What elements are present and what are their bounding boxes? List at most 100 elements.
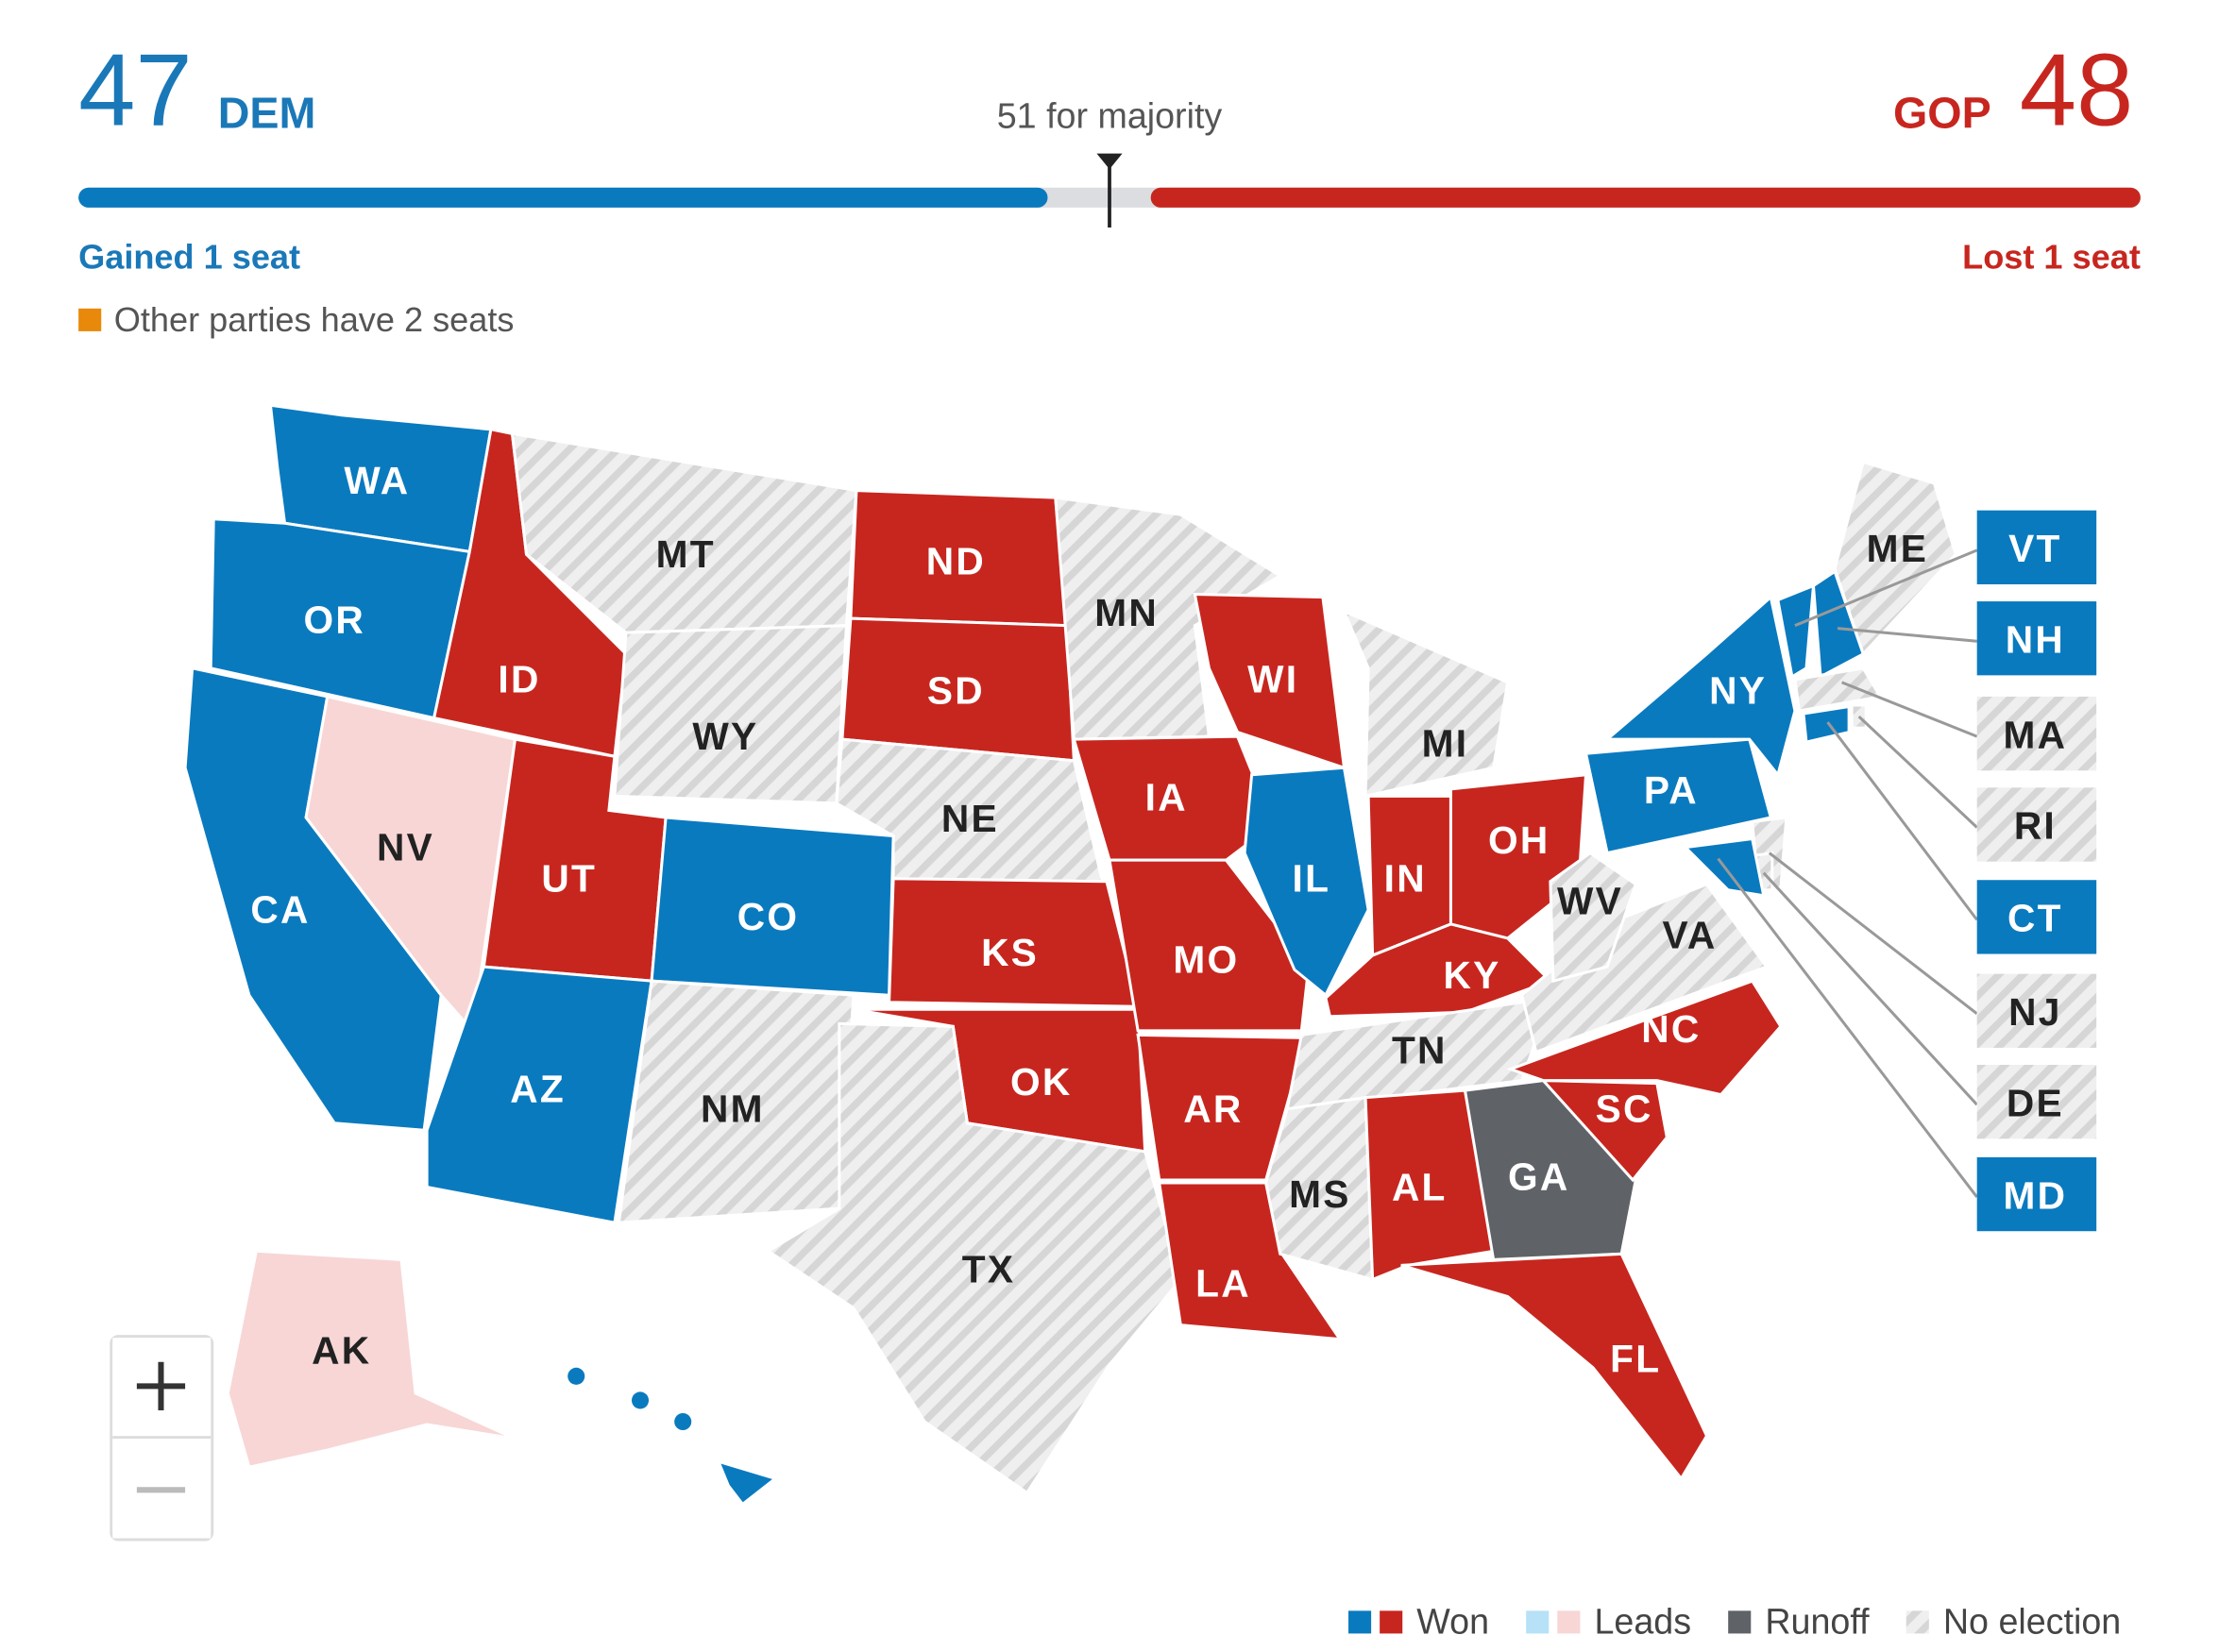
state-label: NE (941, 797, 999, 840)
state-label: PA (1644, 768, 1699, 812)
state-label: NV (377, 825, 434, 868)
zoom-out-button[interactable] (112, 1439, 212, 1539)
state-shape (1603, 594, 1797, 779)
state-label: TN (1392, 1029, 1448, 1072)
state-label: CO (737, 895, 800, 938)
leader-line (1768, 851, 1978, 1015)
legend-swatch (1557, 1610, 1581, 1634)
state-label: NJ (2008, 990, 2062, 1034)
state-shape (716, 1458, 779, 1507)
state-label: LA (1195, 1262, 1251, 1306)
zoom-controls (110, 1335, 214, 1542)
state-shape (1776, 583, 1816, 680)
state-label: IA (1145, 776, 1188, 819)
state-shape (1811, 569, 1866, 680)
state-label: MO (1173, 937, 1239, 981)
state-shape (1584, 737, 1773, 855)
state-label: MA (2004, 713, 2068, 756)
legend-swatch (1906, 1610, 1929, 1634)
state-label: MT (656, 532, 716, 576)
state-shape (1157, 1181, 1344, 1341)
callout-box (1976, 510, 2097, 584)
state-label: WV (1557, 880, 1623, 923)
state-shape (1324, 922, 1553, 1019)
state-label: IL (1293, 856, 1331, 900)
callout-box (1976, 787, 2097, 862)
state-shape (1341, 608, 1510, 799)
callout-box (1976, 1156, 2097, 1232)
state-shape (1193, 592, 1347, 770)
dem-change: Gained 1 seat (78, 238, 300, 277)
leader-line (1841, 681, 1978, 738)
state-label: IN (1384, 856, 1427, 900)
state-label: CT (2007, 897, 2063, 940)
callout-box (1976, 696, 2097, 771)
state-shape (226, 1249, 517, 1469)
callout-box (1976, 1065, 2097, 1139)
state-label: DE (2007, 1081, 2064, 1124)
state-label: OH (1488, 818, 1550, 862)
state-shape (1285, 996, 1553, 1111)
legend-swatch (1728, 1610, 1752, 1634)
state-label: RI (2014, 804, 2057, 848)
island-shape (674, 1412, 692, 1431)
state-label: NC (1641, 1007, 1701, 1051)
state-label: TX (962, 1248, 1015, 1291)
state-shape (1802, 704, 1851, 745)
state-label: UT (541, 856, 597, 900)
zoom-in-button[interactable] (112, 1338, 212, 1438)
state-shape (1364, 1088, 1496, 1282)
other-note: Other parties have 2 seats (114, 300, 515, 339)
callout-box (1976, 601, 2097, 676)
dem-party-label: DEM (218, 89, 316, 138)
leader-line (1826, 721, 1978, 921)
state-label: VA (1662, 914, 1717, 957)
state-label: KY (1444, 953, 1501, 997)
state-label: AZ (510, 1067, 566, 1110)
gop-seat-count: 48 (2020, 33, 2134, 147)
seat-bar (78, 153, 2141, 228)
state-label: VT (2008, 527, 2061, 570)
state-label: KS (981, 931, 1039, 974)
leader-line (1717, 857, 1978, 1198)
leader-line (1837, 627, 1977, 643)
state-label: MI (1422, 721, 1469, 765)
state-labels: WA OR CA NV ID MT WY UT CO AZ NM ND SD NE KS OK TX MN IA MO… (250, 459, 2097, 1503)
callout-box (1976, 880, 2097, 954)
state-label: HI (623, 1459, 666, 1503)
majority-seats: 51 (997, 96, 1037, 136)
state-label: NY (1709, 669, 1767, 713)
gop-party-label: GOP (1893, 89, 1991, 138)
states (183, 403, 1957, 1507)
state-label: MD (2004, 1173, 2068, 1217)
state-label: WY (692, 715, 758, 758)
state-shape (1539, 1078, 1668, 1183)
state-label: OK (1010, 1060, 1073, 1104)
gop-change: Lost 1 seat (1962, 238, 2141, 277)
majority-arrow (1096, 153, 1123, 170)
legend-swatch (1526, 1610, 1550, 1634)
state-label: MN (1094, 591, 1159, 634)
state-shape (1400, 1252, 1709, 1481)
state-shape (1463, 1078, 1637, 1261)
state-shape (304, 695, 517, 1035)
legend-label: No election (1943, 1601, 2121, 1641)
majority-text: 51 for majority (997, 96, 1223, 136)
other-swatch (78, 308, 102, 331)
callout-box (1976, 973, 2097, 1048)
legend: Won Leads Runoff No election (1348, 1601, 2121, 1641)
gop-bar (1150, 187, 2141, 208)
legend-label: Runoff (1765, 1601, 1870, 1641)
leader-line (1857, 715, 1978, 829)
state-label: WA (344, 459, 410, 502)
state-label: FL (1610, 1338, 1661, 1381)
state-label: NM (701, 1087, 765, 1130)
legend-label: Leads (1594, 1601, 1691, 1641)
leader-line (1794, 548, 1978, 628)
legend-label: Won (1416, 1601, 1489, 1641)
state-shape (1506, 979, 1783, 1097)
state-label: AL (1392, 1165, 1448, 1208)
state-shape (765, 1021, 1182, 1495)
state-label: ID (498, 658, 540, 701)
